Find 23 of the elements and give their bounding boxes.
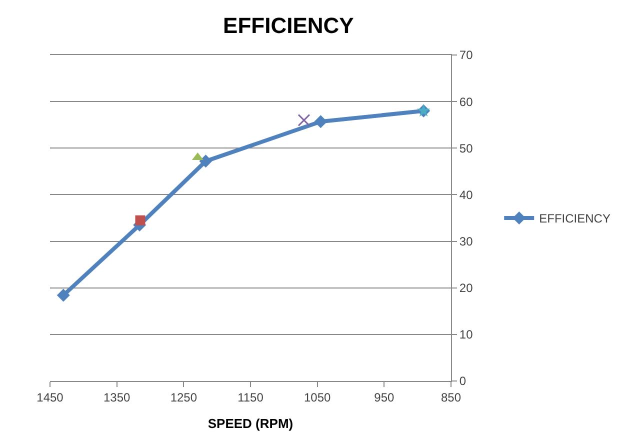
x-tick-label: 1150: [238, 390, 264, 404]
y-tick-label: 40: [459, 188, 474, 202]
y-tick-label: 20: [459, 281, 474, 296]
point: [56, 288, 70, 302]
x-tick-label: 1050: [304, 390, 331, 404]
x-tick-label: 1350: [103, 390, 130, 404]
x-tick-label: 1250: [170, 390, 198, 404]
legend-label: EFFICIENCY: [539, 212, 610, 226]
y-tick-label: 10: [459, 328, 474, 342]
y-tick-label: 0: [459, 374, 466, 388]
point: [199, 154, 212, 168]
point: [135, 215, 146, 226]
point: [298, 114, 310, 126]
x-tick-label: 850: [440, 390, 462, 404]
x-tick-label: 950: [374, 390, 394, 404]
point: [314, 115, 328, 128]
y-tick-label: 60: [459, 94, 474, 109]
y-tick-label: 70: [459, 48, 474, 62]
y-tick-label: 50: [459, 141, 474, 156]
y-tick-label: 30: [459, 234, 474, 248]
chart-title: EFFICIENCY: [223, 13, 354, 38]
x-axis-title: SPEED (RPM): [208, 416, 294, 431]
x-tick-label: 1450: [36, 390, 64, 404]
